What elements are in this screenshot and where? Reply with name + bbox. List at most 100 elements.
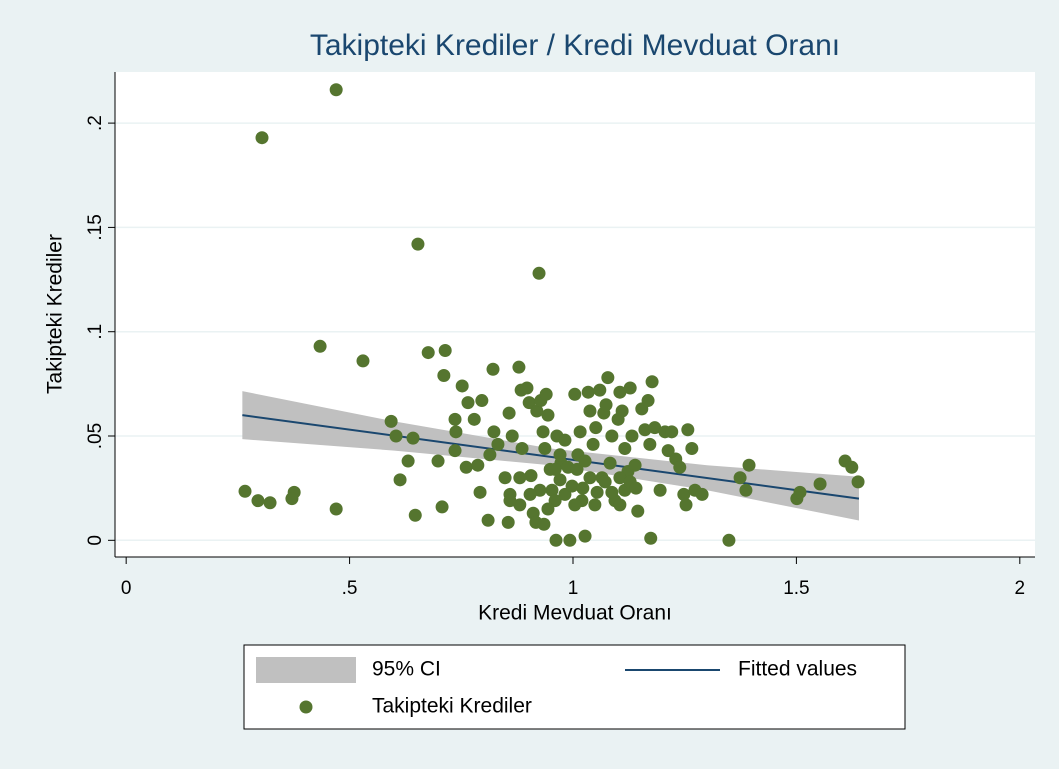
point <box>623 381 637 395</box>
point <box>481 513 495 527</box>
point <box>449 425 463 439</box>
point <box>570 462 584 476</box>
point <box>583 471 597 485</box>
point <box>677 487 691 501</box>
point <box>389 429 403 443</box>
y-tick-label: .15 <box>85 214 106 240</box>
legend-swatch <box>256 657 356 683</box>
point <box>643 437 657 451</box>
point <box>537 517 551 531</box>
point <box>586 437 600 451</box>
y-axis-title: Takipteki Krediler <box>44 234 67 394</box>
point <box>605 485 619 499</box>
point <box>695 487 709 501</box>
legend-label: Fitted values <box>738 658 857 681</box>
point <box>448 444 462 458</box>
point <box>539 387 553 401</box>
point <box>673 460 687 474</box>
point <box>641 394 655 408</box>
chart-title: Takipteki Krediler / Kredi Mevduat Oranı <box>310 29 840 62</box>
point <box>435 500 449 514</box>
point <box>461 396 475 410</box>
point <box>411 237 425 251</box>
point <box>520 381 534 395</box>
y-tick-label: .1 <box>85 324 106 340</box>
point <box>503 494 517 508</box>
point <box>739 483 753 497</box>
point <box>255 131 269 145</box>
point <box>541 502 555 516</box>
point <box>638 423 652 437</box>
point <box>618 442 632 456</box>
point <box>563 533 577 547</box>
point <box>437 369 451 383</box>
point <box>553 473 567 487</box>
point <box>653 483 667 497</box>
point <box>483 448 497 462</box>
point <box>568 498 582 512</box>
point <box>408 508 422 522</box>
point <box>532 266 546 280</box>
point <box>238 484 252 498</box>
point <box>491 437 505 451</box>
point <box>533 483 547 497</box>
point <box>603 456 617 470</box>
point <box>661 444 675 458</box>
point <box>251 494 265 508</box>
point <box>681 423 695 437</box>
point <box>733 471 747 485</box>
point <box>615 404 629 418</box>
point <box>742 458 756 472</box>
point <box>851 475 865 489</box>
fitted-line <box>242 414 860 500</box>
point <box>613 498 627 512</box>
point <box>601 371 615 385</box>
x-tick-label: 0 <box>121 578 132 599</box>
point <box>438 343 452 357</box>
y-tick-label: .2 <box>85 115 106 131</box>
point <box>813 477 827 491</box>
point <box>541 408 555 422</box>
point <box>459 460 473 474</box>
point <box>578 454 592 468</box>
point <box>448 412 462 426</box>
x-tick-label: 1 <box>568 578 579 599</box>
point <box>548 462 562 476</box>
point <box>471 458 485 472</box>
point <box>406 431 420 445</box>
point <box>431 454 445 468</box>
point <box>553 448 567 462</box>
point <box>512 360 526 374</box>
point <box>583 404 597 418</box>
point <box>648 421 662 435</box>
point <box>685 442 699 456</box>
point <box>523 487 537 501</box>
x-tick-label: .5 <box>342 578 358 599</box>
point <box>628 458 642 472</box>
point <box>501 515 515 529</box>
point <box>356 354 370 368</box>
point <box>588 498 602 512</box>
point <box>421 346 435 360</box>
point <box>613 385 627 399</box>
point <box>599 398 613 412</box>
point <box>545 483 559 497</box>
point <box>384 414 398 428</box>
x-tick-label: 2 <box>1015 578 1026 599</box>
point <box>263 496 277 510</box>
point <box>793 485 807 499</box>
point <box>593 383 607 397</box>
y-tick-label: .05 <box>85 423 106 449</box>
point <box>505 429 519 443</box>
point <box>502 406 516 420</box>
point <box>538 442 552 456</box>
point <box>467 412 481 426</box>
legend-label: Takipteki Krediler <box>372 695 532 718</box>
plot-area <box>115 72 1035 557</box>
point <box>329 502 343 516</box>
point <box>455 379 469 393</box>
point <box>598 475 612 489</box>
x-axis-title: Kredi Mevduat Oranı <box>478 602 672 625</box>
x-tick-label: 1.5 <box>783 578 809 599</box>
